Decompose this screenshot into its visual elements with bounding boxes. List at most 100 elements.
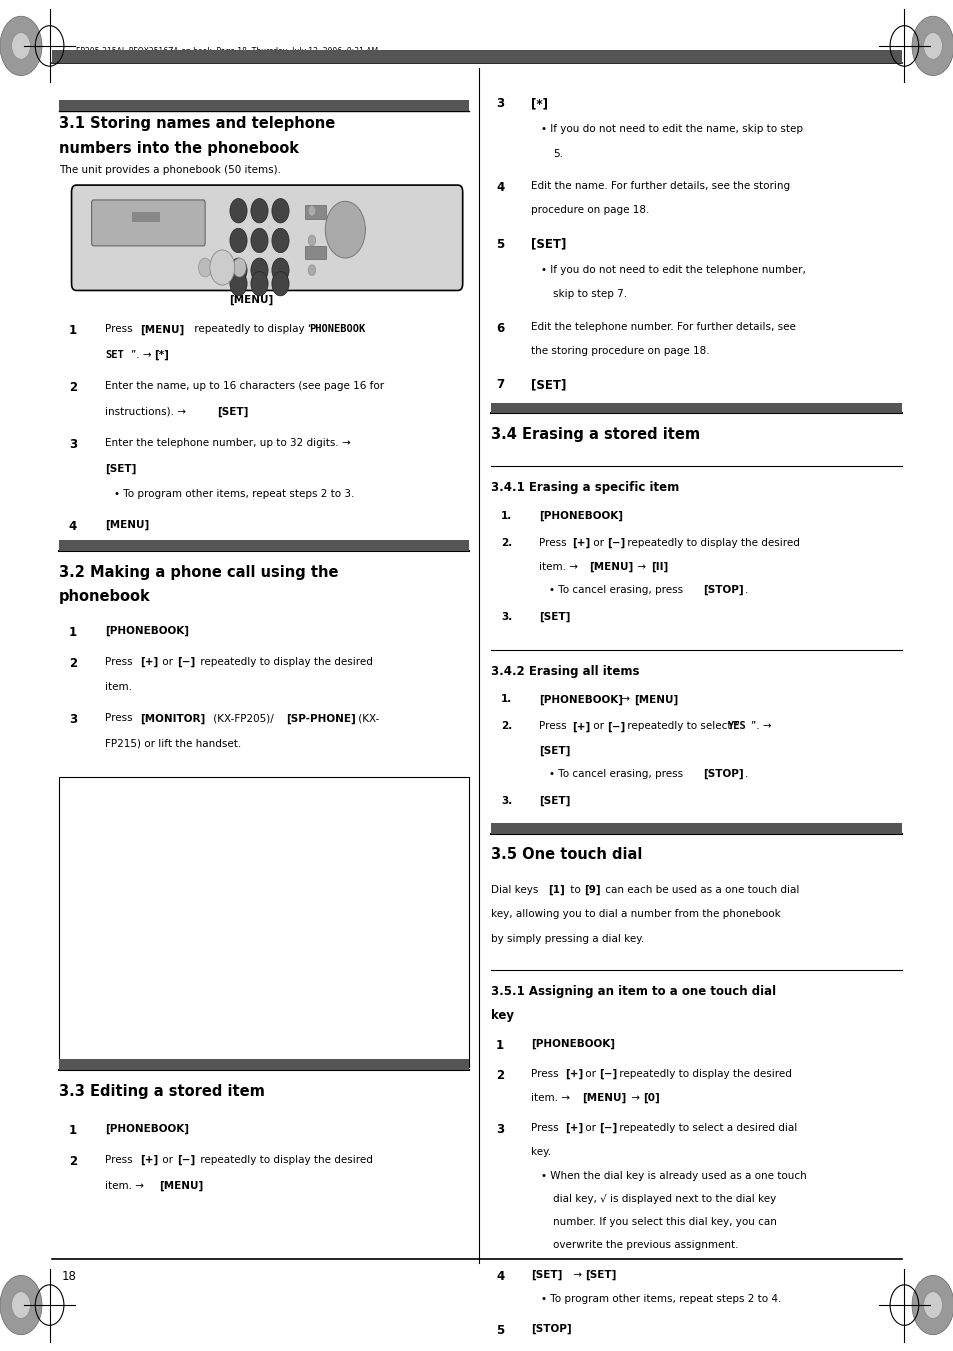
Circle shape bbox=[11, 1292, 30, 1319]
Text: repeatedly to display the desired: repeatedly to display the desired bbox=[623, 538, 799, 547]
Text: [*]: [*] bbox=[154, 350, 170, 361]
Circle shape bbox=[210, 250, 234, 285]
Text: or: or bbox=[581, 1069, 598, 1078]
Text: Press: Press bbox=[105, 713, 135, 723]
Bar bbox=[491, 403, 901, 413]
Circle shape bbox=[308, 265, 315, 276]
Text: • If you do not need to edit the name, skip to step: • If you do not need to edit the name, s… bbox=[540, 124, 802, 134]
Text: .: . bbox=[314, 985, 317, 994]
Circle shape bbox=[923, 1292, 942, 1319]
Text: [SET]: [SET] bbox=[531, 378, 566, 392]
Text: [STOP]: [STOP] bbox=[702, 769, 743, 780]
Text: [*]: [*] bbox=[531, 97, 548, 111]
Bar bbox=[132, 212, 160, 222]
Text: 3.4.2 Erasing all items: 3.4.2 Erasing all items bbox=[491, 665, 639, 678]
Text: [STOP]: [STOP] bbox=[274, 985, 313, 996]
Text: 1.: 1. bbox=[500, 694, 512, 704]
Circle shape bbox=[215, 258, 229, 277]
Text: →: → bbox=[569, 1270, 584, 1279]
Text: 3.1 Storing names and telephone: 3.1 Storing names and telephone bbox=[59, 116, 335, 131]
Text: [MENU]: [MENU] bbox=[229, 295, 273, 305]
Text: [STOP]: [STOP] bbox=[702, 585, 743, 596]
Text: 5.: 5. bbox=[553, 149, 562, 158]
Text: (KX-FP205)/: (KX-FP205)/ bbox=[131, 1028, 189, 1038]
Text: Press: Press bbox=[112, 963, 141, 973]
Text: LISA: LISA bbox=[269, 963, 293, 973]
Text: [SP-PHONE]: [SP-PHONE] bbox=[286, 713, 355, 724]
Text: Press: Press bbox=[538, 721, 569, 731]
Circle shape bbox=[911, 16, 953, 76]
Text: 2: 2 bbox=[69, 657, 77, 670]
Text: [9]: [9] bbox=[583, 885, 599, 896]
Text: 1.: 1. bbox=[500, 511, 512, 520]
Text: or: or bbox=[581, 1123, 598, 1132]
Text: Press: Press bbox=[105, 1155, 135, 1165]
Text: [SET]: [SET] bbox=[531, 1270, 562, 1281]
Text: 6: 6 bbox=[278, 238, 282, 243]
Text: Press: Press bbox=[112, 893, 141, 902]
Text: 3.: 3. bbox=[500, 612, 512, 621]
Text: repeatedly to display “: repeatedly to display “ bbox=[162, 963, 278, 973]
Text: can each be used as a one touch dial: can each be used as a one touch dial bbox=[601, 885, 799, 894]
Text: [SET]: [SET] bbox=[193, 186, 223, 197]
Circle shape bbox=[325, 201, 365, 258]
Text: initial “L” (see the character table, page 16).: initial “L” (see the character table, pa… bbox=[112, 916, 333, 925]
Text: 1.: 1. bbox=[73, 842, 85, 851]
Text: ∗: ∗ bbox=[235, 281, 241, 286]
Text: [+]: [+] bbox=[564, 1069, 582, 1079]
Text: item.: item. bbox=[105, 682, 132, 692]
Text: [1]: [1] bbox=[288, 938, 304, 948]
Text: • To dial the displayed number, press: • To dial the displayed number, press bbox=[121, 1006, 311, 1016]
Text: key: key bbox=[491, 1009, 514, 1023]
Text: 2.: 2. bbox=[500, 721, 512, 731]
Text: [MENU]: [MENU] bbox=[140, 324, 184, 335]
Text: [MENU]: [MENU] bbox=[105, 520, 149, 531]
Text: [+]: [+] bbox=[140, 657, 158, 667]
Text: instructions). →: instructions). → bbox=[105, 407, 189, 416]
Text: repeatedly to select “: repeatedly to select “ bbox=[623, 721, 740, 731]
Text: [MENU]: [MENU] bbox=[581, 1093, 625, 1104]
Text: 3.: 3. bbox=[500, 796, 512, 805]
Text: 3.2 Making a phone call using the: 3.2 Making a phone call using the bbox=[59, 565, 338, 580]
Text: PHONEBOOK: PHONEBOOK bbox=[309, 324, 365, 334]
Text: handset.: handset. bbox=[131, 1050, 174, 1059]
Text: [SET]: [SET] bbox=[217, 407, 249, 417]
Text: 4: 4 bbox=[69, 520, 77, 534]
Text: repeatedly to display “: repeatedly to display “ bbox=[191, 324, 313, 334]
Text: or: or bbox=[159, 1155, 176, 1165]
Circle shape bbox=[251, 272, 268, 296]
Text: [+]: [+] bbox=[572, 538, 590, 549]
Text: →: → bbox=[618, 694, 633, 704]
Text: [+]: [+] bbox=[143, 867, 160, 878]
Circle shape bbox=[911, 1275, 953, 1335]
Text: • To cancel erasing, press: • To cancel erasing, press bbox=[548, 769, 685, 778]
Text: [MENU]: [MENU] bbox=[634, 694, 678, 705]
Text: (KX-: (KX- bbox=[355, 713, 379, 723]
Text: [−]: [−] bbox=[598, 1123, 617, 1133]
Text: or: or bbox=[161, 867, 177, 877]
Text: 5: 5 bbox=[257, 238, 261, 243]
Text: repeatedly to select a desired dial: repeatedly to select a desired dial bbox=[616, 1123, 797, 1132]
Text: Press: Press bbox=[105, 324, 135, 334]
Text: [II]: [II] bbox=[650, 562, 667, 573]
Text: [1]: [1] bbox=[548, 885, 565, 896]
Text: SET: SET bbox=[105, 350, 124, 359]
Text: [5]: [5] bbox=[143, 893, 159, 904]
Text: Press: Press bbox=[105, 657, 135, 666]
Text: 2: 2 bbox=[257, 208, 261, 213]
Text: ”. →: ”. → bbox=[750, 721, 771, 731]
Text: [SET]: [SET] bbox=[538, 746, 570, 757]
Text: 3.4 Erasing a stored item: 3.4 Erasing a stored item bbox=[491, 427, 700, 442]
Text: (KX-FP205)/: (KX-FP205)/ bbox=[210, 713, 274, 723]
Text: 3.5.1 Assigning an item to a one touch dial: 3.5.1 Assigning an item to a one touch d… bbox=[491, 985, 776, 998]
Text: ”: ” bbox=[164, 815, 171, 824]
Text: dial key, √ is displayed next to the dial key: dial key, √ is displayed next to the dia… bbox=[553, 1194, 776, 1204]
Text: phonebook: phonebook bbox=[59, 589, 151, 604]
Text: To search for a name by initial: To search for a name by initial bbox=[69, 790, 248, 800]
Text: to initiate the phonebook.: to initiate the phonebook. bbox=[195, 867, 327, 877]
Text: • To program other items, repeat steps 2 to 4.: • To program other items, repeat steps 2… bbox=[540, 1294, 781, 1304]
Text: skip to step 7.: skip to step 7. bbox=[553, 289, 627, 299]
Text: 2: 2 bbox=[69, 381, 77, 394]
Text: 1: 1 bbox=[69, 324, 77, 338]
Text: Press: Press bbox=[112, 867, 141, 877]
